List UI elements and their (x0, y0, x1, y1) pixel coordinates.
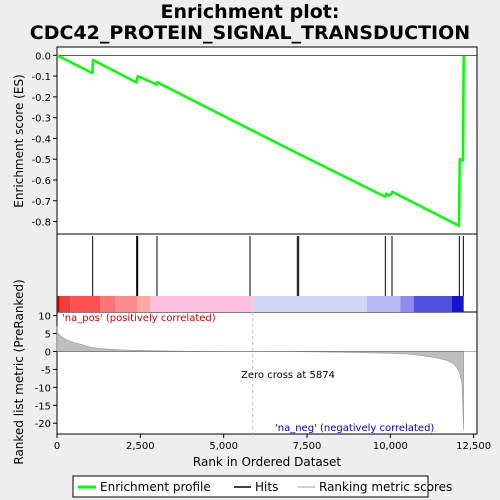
es-y-tick-label: -0.5 (31, 155, 51, 166)
metric-y-tick-label: -5 (41, 365, 51, 376)
metric-y-tick-label: 10 (38, 312, 51, 323)
metric-y-tick-label: -10 (35, 383, 51, 394)
x-tick-label: 2,500 (126, 441, 155, 452)
es-y-tick-label: -0.6 (31, 176, 51, 187)
es-layer: 0.0 -0.1 -0.2 -0.3 -0.4 -0.5 -0.6 -0.7 -0.8 (31, 51, 477, 229)
heat-strip-segment (137, 296, 151, 312)
legend-hits-label: Hits (255, 480, 278, 494)
chart-title-line-1: Enrichment plot: (160, 1, 340, 23)
heat-strip-segment (100, 296, 116, 312)
x-tick-label: 12,500 (456, 441, 491, 452)
metric-y-tick-label: -20 (35, 419, 51, 430)
x-tick-label: 10,000 (373, 441, 408, 452)
legend-ranking-label: Ranking metric scores (319, 480, 452, 494)
heat-strip-segment (59, 296, 71, 312)
pos-correlated-label: 'na_pos' (positively correlated) (62, 313, 216, 324)
heat-strip-segment (400, 296, 414, 312)
es-y-tick-label: -0.8 (31, 218, 51, 229)
es-y-tick-label: -0.4 (31, 134, 51, 145)
legend-enrichment-label: Enrichment profile (100, 480, 211, 494)
enrichment-profile-line (56, 54, 465, 227)
es-y-tick-label: -0.1 (31, 72, 51, 83)
metric-y-tick-label: -15 (35, 401, 51, 412)
heat-strip-segment (452, 296, 464, 312)
metric-y-axis-label: Ranked list metric (PreRanked) (12, 279, 26, 464)
heat-strip-segment (252, 296, 367, 312)
x-axis-label: Rank in Ordered Dataset (193, 455, 341, 469)
hits-layer (57, 236, 464, 312)
x-tick-label: 5,000 (209, 441, 238, 452)
es-y-tick-label: 0.0 (35, 51, 51, 62)
heat-strip-segment (70, 296, 101, 312)
es-y-axis-label: Enrichment score (ES) (12, 74, 26, 207)
neg-correlated-label: 'na_neg' (negatively correlated) (275, 423, 434, 434)
heat-strip-segment (413, 296, 452, 312)
heat-strip-segment (150, 296, 253, 312)
chart-title: Enrichment plot: CDC42_PROTEIN_SIGNAL_TR… (0, 2, 500, 44)
metric-panel (56, 311, 478, 435)
chart-title-line-2: CDC42_PROTEIN_SIGNAL_TRANSDUCTION (29, 22, 471, 44)
metric-y-tick-label: 0 (45, 347, 51, 358)
x-tick-label: 0 (54, 441, 60, 452)
metric-y-tick-label: 5 (45, 330, 51, 341)
x-tick-label: 7,500 (293, 441, 322, 452)
heat-strip-segment (367, 296, 401, 312)
heat-strip-segment (115, 296, 137, 312)
legend: Enrichment profile Hits Ranking metric s… (72, 475, 452, 498)
es-y-tick-label: -0.2 (31, 93, 51, 104)
es-y-tick-label: -0.7 (31, 197, 51, 208)
heat-strip-segment (57, 296, 60, 312)
es-y-tick-label: -0.3 (31, 114, 51, 125)
zero-cross-label: Zero cross at 5874 (241, 370, 335, 381)
